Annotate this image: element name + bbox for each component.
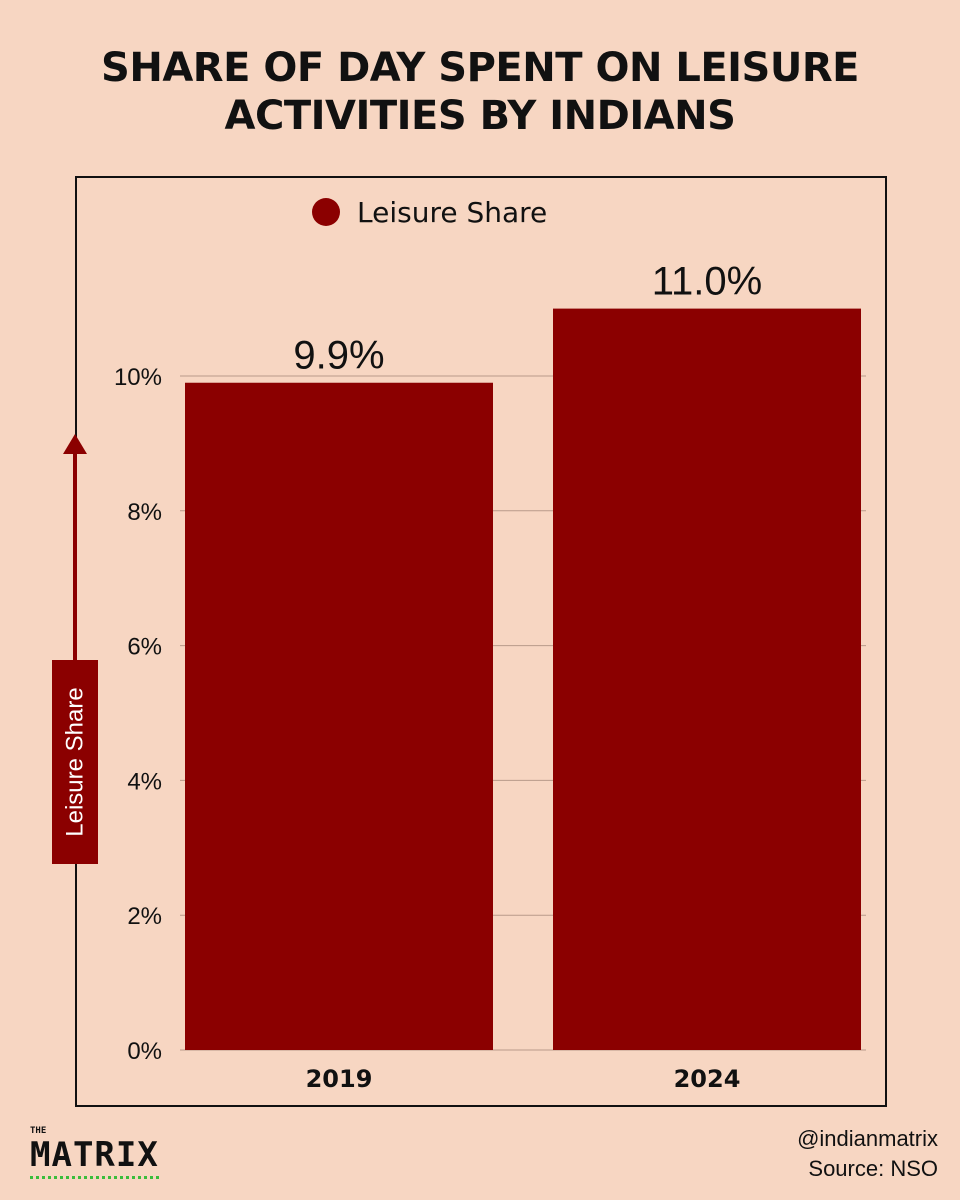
brand-logo-small-text: THE	[30, 1126, 47, 1136]
y-tick-label: 10%	[114, 364, 162, 391]
data-label-2019: 9.9%	[293, 334, 384, 378]
y-tick-label: 0%	[127, 1038, 162, 1065]
social-handle: @indianmatrix	[797, 1126, 938, 1151]
chart-title-line-2: ACTIVITIES BY INDIANS	[224, 93, 736, 139]
chart-title: SHARE OF DAY SPENT ON LEISURE ACTIVITIES…	[40, 44, 920, 140]
y-tick-label: 8%	[127, 499, 162, 526]
y-tick-label: 2%	[127, 903, 162, 930]
y-tick-label: 6%	[127, 634, 162, 661]
y-axis-label: Leisure Share	[62, 687, 89, 836]
bar-2019	[185, 382, 493, 1050]
brand-logo-name: MATRIX	[30, 1136, 159, 1179]
brand-logo: THE MATRIX	[30, 1126, 159, 1179]
y-tick-label: 4%	[127, 768, 162, 795]
data-label-2024: 11.0%	[652, 260, 762, 304]
x-tick-label: 2019	[306, 1065, 373, 1093]
x-tick-label: 2024	[674, 1065, 741, 1093]
data-source: Source: NSO	[808, 1156, 938, 1181]
y-axis-arrow-head	[63, 434, 87, 454]
legend-label: Leisure Share	[357, 196, 547, 229]
bar-2024	[553, 308, 861, 1051]
legend-marker	[312, 198, 340, 226]
footer-credits: @indianmatrix Source: NSO	[797, 1124, 938, 1184]
y-axis-label-box	[52, 660, 98, 864]
chart-title-line-1: SHARE OF DAY SPENT ON LEISURE	[101, 45, 859, 91]
